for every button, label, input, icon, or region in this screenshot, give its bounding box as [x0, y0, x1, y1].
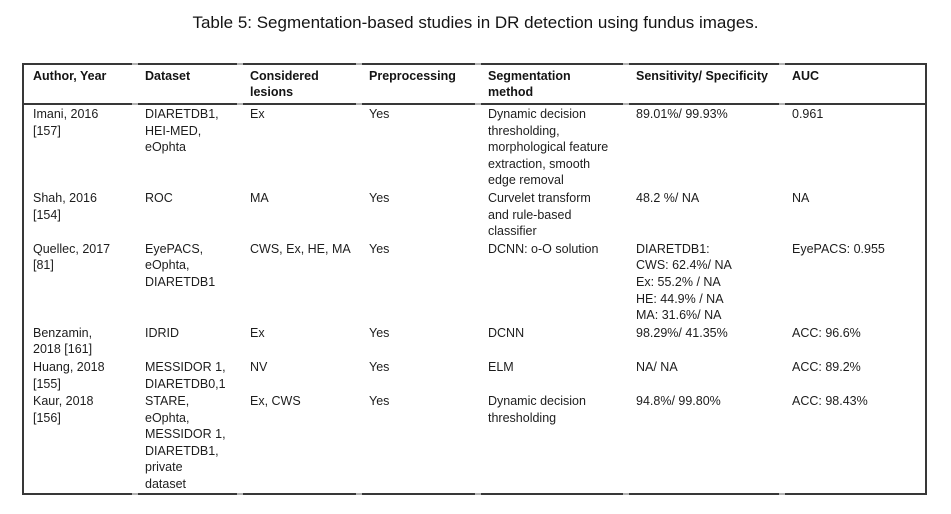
header-row: Author, Year Dataset Considered lesions … [23, 64, 926, 105]
column-separator-tick [475, 492, 481, 495]
column-separator-tick [779, 103, 785, 105]
cell-auc: NA [792, 190, 810, 205]
cell-dataset: ROC [145, 190, 173, 205]
cell-auc: 0.961 [792, 107, 824, 121]
column-separator-tick [132, 63, 138, 65]
cell-dataset: DIARETDB1, HEI-MED, eOphta [145, 107, 219, 155]
table-container: Author, Year Dataset Considered lesions … [22, 63, 927, 495]
column-separator-tick [475, 103, 481, 105]
cell-dataset: EyePACS, eOphta, DIARETDB1 [145, 241, 216, 289]
column-header-considered-lesions: Considered lesions [241, 64, 360, 105]
cell-method: Dynamic decision thresholding [488, 394, 586, 425]
cell-preprocessing: Yes [369, 107, 390, 121]
column-separator-tick [237, 492, 243, 495]
cell-auc: ACC: 98.43% [792, 394, 868, 409]
cell-author: Shah, 2016 [154] [33, 190, 97, 222]
column-separator-tick [779, 63, 785, 65]
column-separator-tick [356, 103, 362, 105]
cell-sensitivity-specificity: DIARETDB1: CWS: 62.4%/ NA Ex: 55.2% / NA… [636, 241, 732, 323]
cell-preprocessing: Yes [369, 394, 390, 409]
cell-preprocessing: Yes [369, 359, 390, 374]
column-separator-tick [356, 63, 362, 65]
cell-dataset: IDRID [145, 325, 180, 340]
column-separator-tick [356, 492, 362, 495]
table-row: Kaur, 2018 [156] STARE, eOphta, MESSIDOR… [23, 392, 926, 494]
cell-auc: ACC: 96.6% [792, 325, 861, 340]
cell-lesions: MA [250, 190, 269, 205]
cell-author: Kaur, 2018 [156] [33, 394, 94, 425]
column-separator-tick [237, 103, 243, 105]
column-header-dataset: Dataset [136, 64, 241, 105]
cell-sensitivity-specificity: 89.01%/ 99.93% [636, 107, 728, 121]
cell-sensitivity-specificity: 48.2 %/ NA [636, 190, 700, 205]
cell-auc: EyePACS: 0.955 [792, 241, 885, 256]
cell-preprocessing: Yes [369, 190, 390, 205]
table-row: Quellec, 2017 [81] EyePACS, eOphta, DIAR… [23, 240, 926, 324]
column-separator-tick [779, 492, 785, 495]
cell-method: DCNN [488, 325, 525, 340]
cell-sensitivity-specificity: 94.8%/ 99.80% [636, 394, 721, 409]
cell-lesions: Ex, CWS [250, 394, 301, 409]
cell-method: Dynamic decision thresholding, morpholog… [488, 107, 609, 188]
cell-method: DCNN: o-O solution [488, 241, 599, 256]
column-header-auc: AUC [783, 64, 926, 105]
cell-author: Imani, 2016 [157] [33, 107, 99, 138]
cell-method: Curvelet transform and rule-based classi… [488, 190, 591, 239]
cell-preprocessing: Yes [369, 241, 390, 256]
table-header: Author, Year Dataset Considered lesions … [23, 64, 926, 105]
cell-method: ELM [488, 359, 514, 374]
cell-sensitivity-specificity: 98.29%/ 41.35% [636, 325, 728, 340]
table-row: Shah, 2016 [154] ROC MA Yes Curvelet tra… [23, 189, 926, 240]
table-caption: Table 5: Segmentation-based studies in D… [192, 13, 759, 32]
column-separator-tick [132, 103, 138, 105]
column-separator-tick [623, 492, 629, 495]
studies-table: Author, Year Dataset Considered lesions … [22, 63, 927, 495]
table-body: Imani, 2016 [157] DIARETDB1, HEI-MED, eO… [23, 104, 926, 494]
cell-auc: ACC: 89.2% [792, 359, 861, 374]
column-header-sensitivity-specificity: Sensitivity/ Specificity [627, 64, 783, 105]
cell-author: Benzamin, 2018 [161] [33, 325, 93, 357]
cell-dataset: MESSIDOR 1, DIARETDB0,1 [145, 359, 226, 391]
cell-preprocessing: Yes [369, 325, 390, 340]
column-separator-tick [623, 63, 629, 65]
column-separator-tick [623, 103, 629, 105]
cell-lesions: Ex [250, 107, 265, 121]
cell-lesions: CWS, Ex, HE, MA [250, 241, 351, 256]
table-row: Huang, 2018 [155] MESSIDOR 1, DIARETDB0,… [23, 358, 926, 392]
cell-sensitivity-specificity: NA/ NA [636, 359, 678, 374]
column-separator-tick [237, 63, 243, 65]
cell-author: Quellec, 2017 [81] [33, 241, 111, 273]
cell-dataset: STARE, eOphta, MESSIDOR 1, DIARETDB1, pr… [145, 394, 226, 492]
cell-lesions: NV [250, 359, 268, 374]
column-header-segmentation-method: Segmentation method [479, 64, 627, 105]
table-row: Imani, 2016 [157] DIARETDB1, HEI-MED, eO… [23, 104, 926, 189]
column-header-author-year: Author, Year [23, 64, 136, 105]
cell-author: Huang, 2018 [155] [33, 359, 105, 391]
column-header-preprocessing: Preprocessing [360, 64, 479, 105]
table-row: Benzamin, 2018 [161] IDRID Ex Yes DCNN 9… [23, 324, 926, 358]
column-separator-tick [475, 63, 481, 65]
cell-lesions: Ex [250, 325, 265, 340]
column-separator-tick [132, 492, 138, 495]
